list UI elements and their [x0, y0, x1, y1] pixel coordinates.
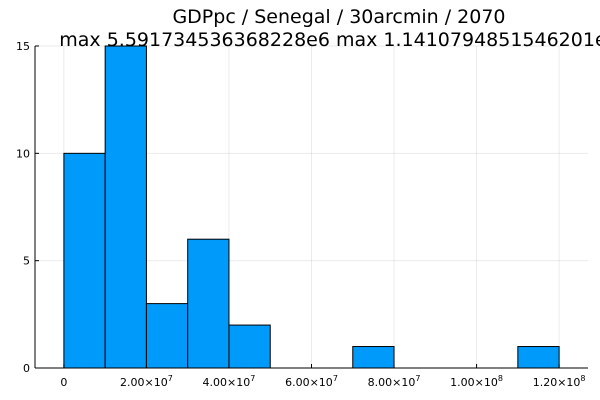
y-tick-label: 10 [16, 147, 30, 160]
histogram-bar [145, 303, 189, 369]
x-tick-label: 4.00×107 [203, 374, 256, 389]
histogram-bar [517, 346, 560, 369]
chart-subtitle: max 5.591734536368228e6 max 1.1410794851… [59, 29, 600, 51]
y-tick-label: 5 [23, 255, 30, 268]
histogram-bar [104, 45, 147, 369]
ticks-layer: 0 2.00×107 4.00×107 6.00×107 8.00×107 1.00×10… [16, 40, 586, 389]
x-tick-label: 2.00×107 [120, 374, 173, 389]
x-tick-label: 1.20×108 [533, 374, 586, 389]
x-tick-label: 8.00×107 [368, 374, 421, 389]
bars-layer [63, 45, 560, 369]
x-tick-label: 1.00×108 [450, 374, 503, 389]
histogram-bar [228, 324, 271, 369]
histogram-bar [63, 152, 106, 369]
histogram-bar [352, 346, 395, 369]
y-tick-label: 15 [16, 40, 30, 53]
chart-title: GDPpc / Senegal / 30arcmin / 2070 [172, 6, 505, 28]
x-tick-label: 6.00×107 [285, 374, 338, 389]
y-tick-label: 0 [23, 362, 30, 375]
histogram-bar [187, 238, 230, 369]
x-tick-label: 0 [60, 376, 67, 389]
